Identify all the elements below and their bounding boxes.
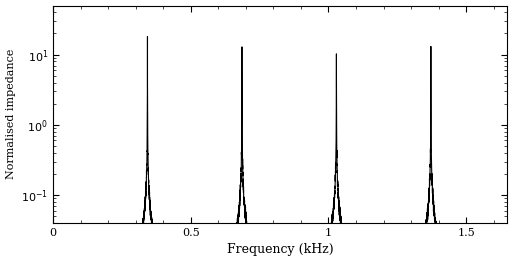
Y-axis label: Normalised impedance: Normalised impedance bbox=[6, 49, 15, 179]
X-axis label: Frequency (kHz): Frequency (kHz) bbox=[227, 243, 333, 256]
